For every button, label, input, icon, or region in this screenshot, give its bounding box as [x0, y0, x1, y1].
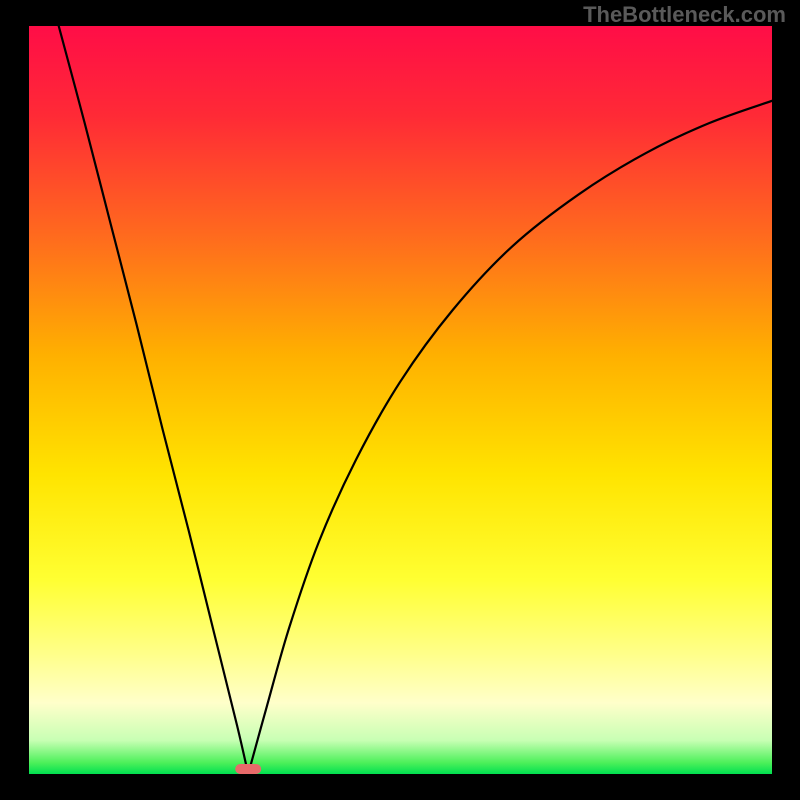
bottleneck-chart	[0, 0, 800, 800]
chart-container: TheBottleneck.com	[0, 0, 800, 800]
watermark-text: TheBottleneck.com	[583, 2, 786, 28]
plot-background	[29, 26, 772, 774]
minimum-marker	[235, 764, 261, 774]
